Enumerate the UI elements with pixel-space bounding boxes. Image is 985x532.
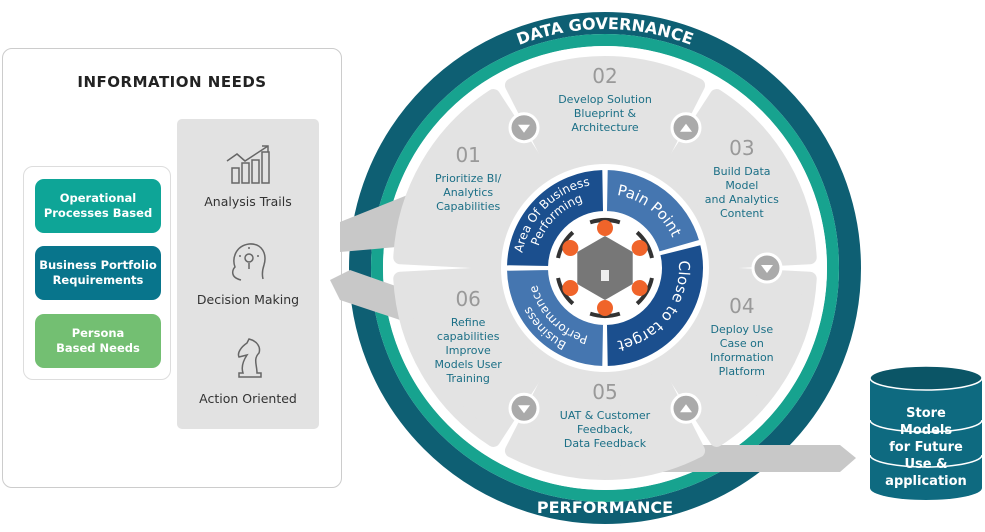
store-line: Store <box>906 406 946 421</box>
bar-chart-trend-icon <box>226 145 270 184</box>
step-text: Build Data <box>713 165 770 178</box>
step-number: 02 <box>592 64 617 88</box>
chess-knight-icon <box>237 338 262 378</box>
outer-ring <box>349 12 861 524</box>
information-needs-panel: INFORMATION NEEDS Operational Processes … <box>2 48 342 488</box>
step-text: Capabilities <box>436 200 500 213</box>
chevron-up-icon <box>670 112 702 144</box>
outcomes-column: Analysis Trails Decision Making Action O… <box>177 119 319 429</box>
step-text: Architecture <box>571 121 639 134</box>
step-text: Models User <box>435 358 503 371</box>
step-text: Prioritize BI/ <box>435 172 502 185</box>
step-number: 06 <box>455 287 480 311</box>
store-line: application <box>885 474 967 489</box>
needs-group: Operational Processes Based Business Por… <box>23 166 171 380</box>
step-text: Platform <box>719 365 765 378</box>
head-lightbulb-icon <box>232 243 266 281</box>
store-line: Models <box>900 423 952 438</box>
center-wheel: Area Of Business Performing Pain PointClos… <box>501 164 709 372</box>
step-text: Model <box>725 179 758 192</box>
inner-ring <box>371 34 839 502</box>
analysis-trails-label: Analysis Trails <box>204 194 292 209</box>
step-text: UAT & Customer <box>560 409 651 422</box>
step-text: Training <box>445 372 489 385</box>
step-text: Blueprint & <box>574 107 637 120</box>
step-text: Improve <box>446 344 491 357</box>
step-number: 01 <box>455 143 480 167</box>
pill-operational: Operational Processes Based <box>35 179 161 233</box>
step-number: 03 <box>729 136 754 160</box>
step-text: Develop Solution <box>558 93 652 106</box>
step-text: capabilities <box>437 330 500 343</box>
meeting-table-icon <box>556 218 654 318</box>
step-number: 05 <box>592 380 617 404</box>
pill-business-portfolio: Business Portfolio Requirements <box>35 246 161 300</box>
step-text: Feedback, <box>577 423 633 436</box>
step-text: Case on <box>720 337 764 350</box>
performance-label: PERFORMANCE <box>536 498 674 517</box>
step-text: Refine <box>451 316 486 329</box>
step-text: Data Feedback <box>564 437 647 450</box>
chevron-down-icon <box>508 392 540 424</box>
step-text: Content <box>720 207 764 220</box>
chevron-down-icon <box>751 252 783 284</box>
step-text: Analytics <box>443 186 493 199</box>
step-text: Deploy Use <box>711 323 774 336</box>
decision-making-label: Decision Making <box>196 292 300 307</box>
store-label: Store Models for Future Use & application <box>885 406 967 489</box>
panel-title: INFORMATION NEEDS <box>77 73 267 91</box>
step-number: 04 <box>729 294 754 318</box>
store-line: for Future <box>889 440 963 455</box>
pill-persona: Persona Based Needs <box>35 314 161 368</box>
action-oriented-label: Action Oriented <box>199 391 297 406</box>
chevron-down-icon <box>508 112 540 144</box>
step-text: and Analytics <box>705 193 779 206</box>
chevron-up-icon <box>670 392 702 424</box>
store-line: Use & <box>905 457 948 472</box>
store-database: Store Models for Future Use & application <box>869 365 983 500</box>
step-text: Information <box>710 351 774 364</box>
